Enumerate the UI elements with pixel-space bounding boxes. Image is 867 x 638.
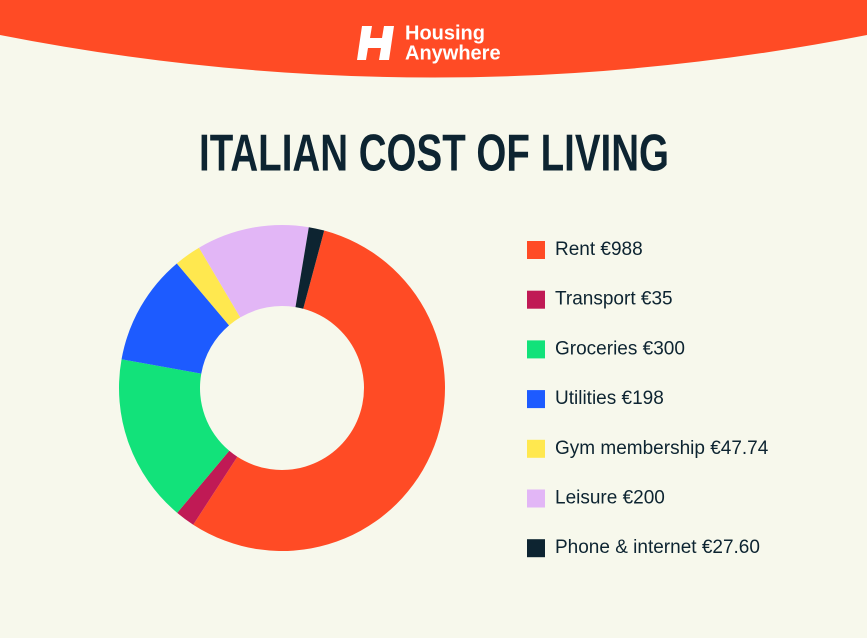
legend-swatch xyxy=(527,539,545,558)
donut-slice xyxy=(177,450,238,525)
legend-label: Transport €35 xyxy=(555,289,673,310)
donut-slice xyxy=(118,359,230,513)
donut-slice xyxy=(295,227,325,309)
legend-name: Rent xyxy=(555,239,596,260)
legend-name: Utilities xyxy=(555,388,616,409)
legend-swatch xyxy=(527,390,545,409)
header-banner xyxy=(0,0,867,78)
brand-text: Anywhere xyxy=(405,42,501,64)
legend-label: Utilities €198 xyxy=(555,388,664,409)
legend-value: €27.60 xyxy=(702,537,760,558)
legend-value: €47.74 xyxy=(710,438,769,459)
legend-name: Groceries xyxy=(555,338,637,359)
legend-value: €200 xyxy=(623,488,665,509)
chart-title: ITALIAN COST OF LIVING xyxy=(199,125,669,183)
donut-slice xyxy=(176,247,241,326)
legend-name: Gym membership xyxy=(555,438,705,459)
legend-name: Transport xyxy=(555,289,636,310)
legend-value: €988 xyxy=(600,239,642,260)
donut-slice xyxy=(198,225,309,318)
brand-text: Housing xyxy=(405,22,485,44)
legend-label: Groceries €300 xyxy=(555,338,685,359)
legend-label: Rent €988 xyxy=(555,239,643,260)
legend-swatch xyxy=(527,241,545,259)
legend-swatch xyxy=(527,439,545,458)
legend-value: €198 xyxy=(622,388,664,409)
donut-slice xyxy=(193,230,446,552)
legend-name: Leisure xyxy=(555,488,617,509)
legend-swatch xyxy=(527,290,545,309)
legend-label: Phone & internet €27.60 xyxy=(555,537,760,558)
legend-swatch xyxy=(527,340,545,359)
legend-label: Leisure €200 xyxy=(555,488,665,509)
donut-slice xyxy=(121,263,230,374)
legend-name: Phone & internet xyxy=(555,537,697,558)
legend-value: €300 xyxy=(643,338,685,359)
legend-label: Gym membership €47.74 xyxy=(555,438,769,459)
legend-swatch xyxy=(527,489,545,508)
legend-value: €35 xyxy=(641,289,673,310)
logo-icon xyxy=(357,26,394,60)
